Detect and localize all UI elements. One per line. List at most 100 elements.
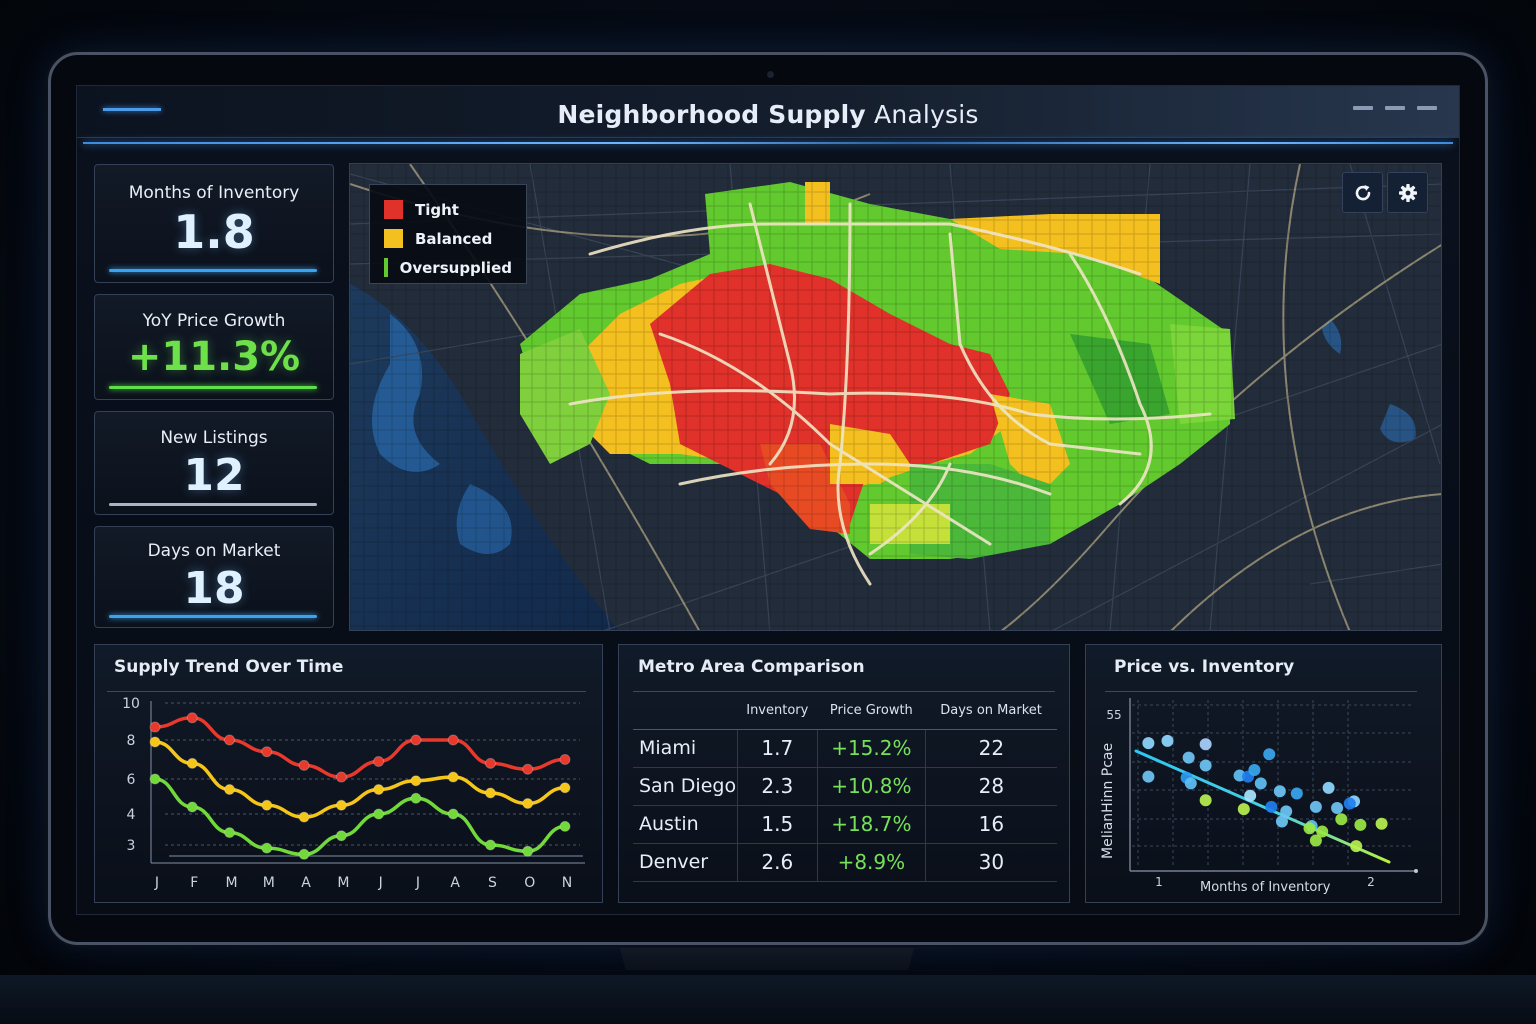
legend-item-oversupplied[interactable]: Oversupplied	[384, 253, 512, 282]
price-vs-inventory-chart[interactable]: 55 1 2	[1086, 645, 1443, 904]
kpi-accent-bar	[109, 615, 317, 618]
cell-city: Denver	[633, 843, 737, 882]
legend-item-balanced[interactable]: Balanced	[384, 224, 512, 253]
svg-text:M: M	[225, 875, 237, 891]
cell-inventory: 1.7	[736, 729, 818, 768]
kpi-label: YoY Price Growth	[142, 311, 286, 331]
svg-text:4: 4	[127, 807, 136, 823]
kpi-months-of-inventory[interactable]: Months of Inventory 1.8	[94, 164, 334, 283]
cell-inventory: 1.5	[736, 805, 818, 844]
kpi-value: 12	[183, 450, 245, 501]
panel-divider	[107, 691, 586, 692]
minimize-icon[interactable]	[1353, 106, 1373, 110]
kpi-accent-bar	[109, 269, 317, 272]
panel-title: Price vs. Inventory	[1114, 657, 1295, 677]
column-header-city	[633, 693, 737, 730]
cell-days: 30	[924, 843, 1057, 882]
metro-comparison-panel: Metro Area Comparison Inventory Price Gr…	[618, 644, 1070, 903]
kpi-label: Days on Market	[147, 541, 281, 561]
table-row[interactable]: San Diego 2.3 +10.8% 28	[633, 767, 1057, 806]
kpi-label: Months of Inventory	[128, 183, 300, 203]
cell-days: 28	[924, 767, 1057, 806]
column-header-price-growth[interactable]: Price Growth	[817, 693, 926, 730]
settings-button[interactable]	[1387, 172, 1428, 213]
svg-text:M: M	[337, 875, 349, 891]
svg-text:J: J	[154, 875, 159, 891]
monitor-stand	[620, 948, 914, 970]
kpi-accent-bar	[109, 386, 317, 389]
svg-text:A: A	[301, 875, 311, 891]
dashboard-screen: Neighborhood Supply Analysis Months of I…	[76, 85, 1460, 915]
cell-days: 16	[924, 805, 1057, 844]
cell-price-growth: +8.9%	[817, 843, 926, 882]
kpi-value: +11.3%	[127, 334, 301, 380]
header-glow-divider	[83, 142, 1453, 144]
map-toolbar	[1342, 172, 1428, 213]
page-title-rest: Analysis	[865, 100, 979, 129]
close-icon[interactable]	[1417, 106, 1437, 110]
svg-text:N: N	[562, 875, 572, 891]
legend-label: Tight	[415, 200, 459, 219]
map-canvas[interactable]	[350, 164, 1442, 631]
svg-text:2: 2	[1367, 875, 1375, 889]
kpi-accent-bar	[109, 503, 317, 506]
legend-item-tight[interactable]: Tight	[384, 195, 512, 224]
desk-surface	[0, 975, 1536, 1024]
svg-text:55: 55	[1106, 708, 1121, 722]
window-controls	[1353, 106, 1437, 110]
kpi-yoy-price-growth[interactable]: YoY Price Growth +11.3%	[94, 294, 334, 400]
column-header-inventory[interactable]: Inventory	[737, 693, 818, 730]
cell-price-growth: +15.2%	[817, 729, 926, 768]
panel-divider	[1105, 691, 1417, 692]
kpi-new-listings[interactable]: New Listings 12	[94, 411, 334, 515]
legend-label: Balanced	[415, 229, 493, 248]
legend-label: Oversupplied	[399, 258, 512, 277]
svg-text:10: 10	[122, 696, 140, 712]
panel-title: Supply Trend Over Time	[114, 657, 344, 677]
price-vs-inventory-panel: Price vs. Inventory MeIianHinn Pcae 55 1 2…	[1085, 644, 1442, 903]
svg-text:S: S	[488, 875, 497, 891]
column-header-days-on-market[interactable]: Days on Market	[925, 693, 1057, 730]
panel-divider	[633, 691, 1055, 692]
page-title: Neighborhood Supply Analysis	[77, 100, 1459, 129]
camera-dot	[767, 71, 774, 78]
cell-price-growth: +18.7%	[817, 805, 926, 844]
svg-text:O: O	[524, 875, 535, 891]
kpi-value: 1.8	[173, 205, 255, 259]
x-axis-label: Months of Inventory	[1200, 880, 1331, 895]
svg-text:1: 1	[1155, 875, 1163, 889]
supply-trend-chart[interactable]: 10 8 6 4 3 J F M M A M J J A S O N	[95, 645, 604, 904]
supply-trend-panel: Supply Trend Over Time 10 8 6 4 3 J F M M A M J J A S O…	[94, 644, 603, 903]
svg-text:8: 8	[127, 733, 136, 749]
cell-price-growth: +10.8%	[817, 767, 926, 806]
table-header-row: Inventory Price Growth Days on Market	[633, 693, 1057, 730]
cell-days: 22	[924, 729, 1057, 768]
svg-text:6: 6	[127, 772, 136, 788]
tight-swatch-icon	[384, 200, 403, 219]
map-legend: Tight Balanced Oversupplied	[369, 184, 527, 284]
panel-title: Metro Area Comparison	[638, 657, 865, 677]
table-row[interactable]: Denver 2.6 +8.9% 30	[633, 843, 1057, 882]
balanced-swatch-icon	[384, 229, 403, 248]
cell-city: San Diego	[633, 767, 737, 806]
kpi-value: 18	[183, 563, 245, 614]
page-title-bold: Neighborhood Supply	[557, 100, 866, 129]
supply-heatmap[interactable]: Tight Balanced Oversupplied	[349, 163, 1442, 631]
svg-text:A: A	[450, 875, 460, 891]
svg-text:F: F	[190, 875, 198, 891]
cell-city: Austin	[633, 805, 737, 844]
cell-inventory: 2.6	[736, 843, 818, 882]
refresh-icon	[1355, 184, 1370, 200]
svg-text:3: 3	[127, 838, 136, 854]
kpi-days-on-market[interactable]: Days on Market 18	[94, 526, 334, 628]
table-row[interactable]: Austin 1.5 +18.7% 16	[633, 805, 1057, 844]
maximize-icon[interactable]	[1385, 106, 1405, 110]
svg-text:M: M	[263, 875, 275, 891]
metro-table: Inventory Price Growth Days on Market Mi…	[633, 693, 1057, 882]
table-row[interactable]: Miami 1.7 +15.2% 22	[633, 729, 1057, 768]
cell-city: Miami	[633, 729, 737, 768]
menu-accent-line[interactable]	[103, 108, 161, 111]
cell-inventory: 2.3	[736, 767, 818, 806]
svg-text:J: J	[378, 875, 383, 891]
refresh-button[interactable]	[1342, 172, 1383, 213]
